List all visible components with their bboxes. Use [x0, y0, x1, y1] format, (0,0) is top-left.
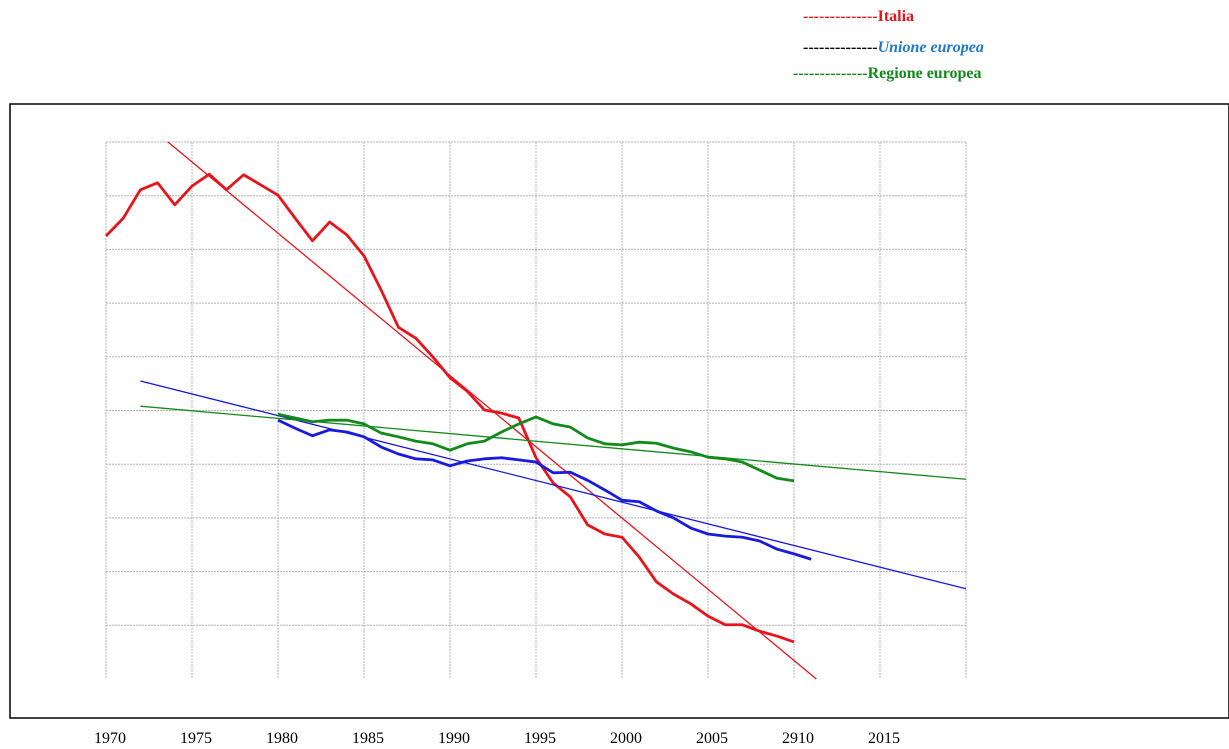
frame — [9, 103, 1229, 719]
x-tick-label: 1980 — [266, 730, 298, 747]
x-tick-label: 2000 — [610, 730, 642, 747]
x-tick-label: 2015 — [868, 730, 900, 747]
data-line — [277, 412, 795, 483]
data-line — [104, 172, 795, 644]
legend-dashes: -------------- — [803, 39, 878, 56]
legend: --------------Italia--------------Unione… — [793, 8, 984, 82]
plot — [104, 141, 967, 680]
x-tick-label: 1975 — [180, 730, 212, 747]
legend-entry: --------------Unione europea — [803, 39, 984, 56]
x-tick-label: 2005 — [696, 730, 728, 747]
legend-dashes: -------------- — [803, 8, 878, 25]
legend-label: Unione europea — [878, 39, 984, 56]
legend-dashes: -------------- — [793, 65, 868, 82]
x-tick-label: 2910 — [782, 730, 814, 747]
legend-label: Italia — [878, 8, 914, 25]
x-axis: 1970 1975 1980 1985 1990 1995 2000 2005 2910 2015 — [94, 730, 900, 747]
grid — [105, 141, 967, 679]
x-tick-label: 1995 — [524, 730, 556, 747]
x-tick-label: 1985 — [352, 730, 384, 747]
legend-entry: --------------Regione europea — [793, 65, 982, 82]
legend-entry: --------------Italia — [803, 8, 914, 25]
legend-label: Regione europea — [868, 65, 982, 82]
data-line — [277, 418, 812, 561]
x-tick-label: 1970 — [94, 730, 126, 747]
x-tick-label: 1990 — [438, 730, 470, 747]
trend-line — [140, 405, 967, 480]
trend-line — [140, 380, 967, 590]
